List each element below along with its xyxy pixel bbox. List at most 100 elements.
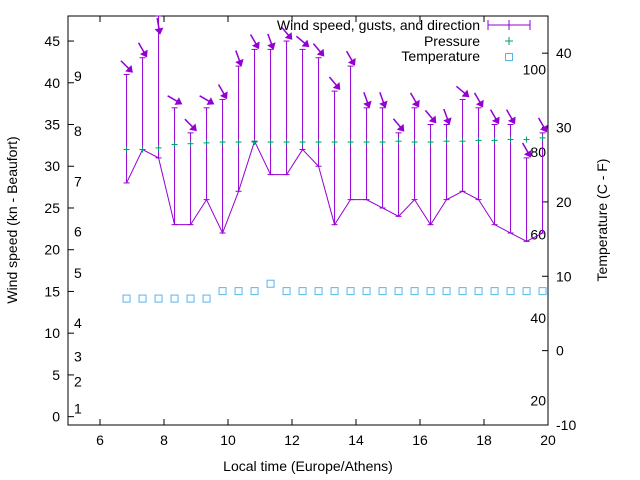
wind-arrow-head-11 [301, 39, 310, 48]
pressure-point-22 [475, 137, 482, 144]
beaufort-label-7: 7 [74, 173, 82, 189]
pressure-point-17 [395, 138, 402, 145]
beaufort-label-9: 9 [74, 68, 82, 84]
wind-arrow-22 [473, 92, 484, 108]
pressure-point-10 [283, 139, 290, 146]
wind-arrow-14 [345, 50, 356, 66]
pressure-point-15 [363, 139, 370, 146]
legend-label-temperature: Temperature [401, 48, 480, 64]
wind-arrow-head-16 [379, 100, 388, 109]
y2-tick-label--10: -10 [556, 417, 576, 433]
x-tick-label-14: 14 [348, 432, 364, 448]
pressure-point-12 [315, 139, 322, 146]
pressure-point-24 [507, 136, 514, 143]
pressure-point-19 [427, 139, 434, 146]
y-tick-label-20: 20 [44, 242, 60, 258]
wind-arrow-2 [154, 17, 164, 35]
temperature-point-22 [474, 287, 483, 296]
temperature-point-21 [458, 287, 467, 296]
legend-label-wind: Wind speed, gusts, and direction [277, 17, 480, 33]
wind-arrow-head-2 [154, 27, 164, 35]
temperature-point-17 [394, 287, 403, 296]
pressure-point-25 [523, 136, 530, 143]
wind-arrow-head-25 [523, 149, 532, 158]
pressure-point-20 [443, 138, 450, 145]
temperature-point-13 [330, 287, 339, 296]
y-tick-label-5: 5 [52, 367, 60, 383]
fahrenheit-label-20: 20 [530, 392, 546, 408]
pressure-point-8 [251, 139, 258, 146]
pressure-point-6 [219, 139, 226, 146]
temperature-point-25 [522, 287, 531, 296]
wind-arrow-10 [280, 26, 293, 40]
pressure-series [123, 134, 546, 153]
temperature-point-19 [426, 287, 435, 296]
wind-arrow-24 [505, 109, 516, 125]
legend-marker-temperature [505, 53, 513, 61]
pressure-point-4 [187, 140, 194, 147]
y2-tick-label-0: 0 [556, 343, 564, 359]
y-tick-label-15: 15 [44, 283, 60, 299]
legend-label-pressure: Pressure [424, 33, 480, 49]
y2-tick-label-40: 40 [556, 45, 572, 61]
wind-arrow-25 [521, 142, 532, 158]
x-tick-label-6: 6 [96, 432, 104, 448]
temperature-point-8 [250, 287, 259, 296]
wind-arrow-head-26 [539, 124, 548, 133]
temperature-point-0 [122, 294, 131, 303]
fahrenheit-label-60: 60 [530, 227, 546, 243]
beaufort-label-3: 3 [74, 349, 82, 365]
wind-arrow-head-12 [316, 48, 325, 57]
wind-arrow-head-23 [491, 116, 500, 125]
wind-arrow-12 [312, 43, 325, 57]
wind-arrow-5 [199, 95, 215, 105]
pressure-point-11 [299, 139, 306, 146]
wind-arrow-9 [267, 33, 276, 50]
wind-arrow-8 [249, 34, 260, 50]
pressure-point-7 [235, 139, 242, 146]
beaufort-label-6: 6 [74, 223, 82, 239]
temperature-point-12 [314, 287, 323, 296]
fahrenheit-label-40: 40 [530, 310, 546, 326]
y2-tick-label-30: 30 [556, 120, 572, 136]
temperature-point-4 [186, 294, 195, 303]
pressure-point-21 [459, 138, 466, 145]
wind-arrow-3 [167, 95, 183, 105]
x-tick-label-20: 20 [540, 432, 556, 448]
wind-arrow-head-15 [363, 100, 372, 109]
pressure-point-9 [267, 139, 274, 146]
temperature-point-23 [490, 287, 499, 296]
y-tick-label-25: 25 [44, 200, 60, 216]
temperature-point-11 [298, 287, 307, 296]
x-tick-label-18: 18 [476, 432, 492, 448]
beaufort-label-1: 1 [74, 400, 82, 416]
wind-arrow-6 [217, 84, 228, 100]
wind-arrow-head-0 [125, 65, 133, 73]
wind-arrow-17 [392, 118, 405, 132]
wind-arrow-head-9 [267, 42, 276, 50]
x-tick-label-10: 10 [220, 432, 236, 448]
wind-arrow-0 [120, 60, 133, 73]
temperature-point-3 [170, 294, 179, 303]
temperature-point-5 [202, 294, 211, 303]
pressure-point-3 [171, 141, 178, 148]
temperature-point-2 [154, 294, 163, 303]
temperature-point-6 [218, 287, 227, 296]
pressure-point-1 [139, 146, 146, 153]
wind-arrow-head-14 [347, 58, 356, 66]
y2-axis-label: Temperature (C - F) [594, 159, 610, 282]
wind-arrow-21 [455, 85, 470, 98]
wind-arrow-20 [443, 108, 452, 125]
temperature-point-20 [442, 287, 451, 296]
wind-arrow-head-10 [284, 32, 293, 40]
x-axis-label: Local time (Europe/Athens) [223, 458, 393, 474]
beaufort-label-5: 5 [74, 265, 82, 281]
temperature-point-15 [362, 287, 371, 296]
wind-arrow-1 [137, 42, 148, 58]
temperature-point-24 [506, 287, 515, 296]
temperature-point-9 [266, 279, 275, 288]
fahrenheit-label-80: 80 [530, 144, 546, 160]
legend-marker-pressure [505, 37, 513, 45]
wind-arrow-head-8 [251, 41, 260, 50]
